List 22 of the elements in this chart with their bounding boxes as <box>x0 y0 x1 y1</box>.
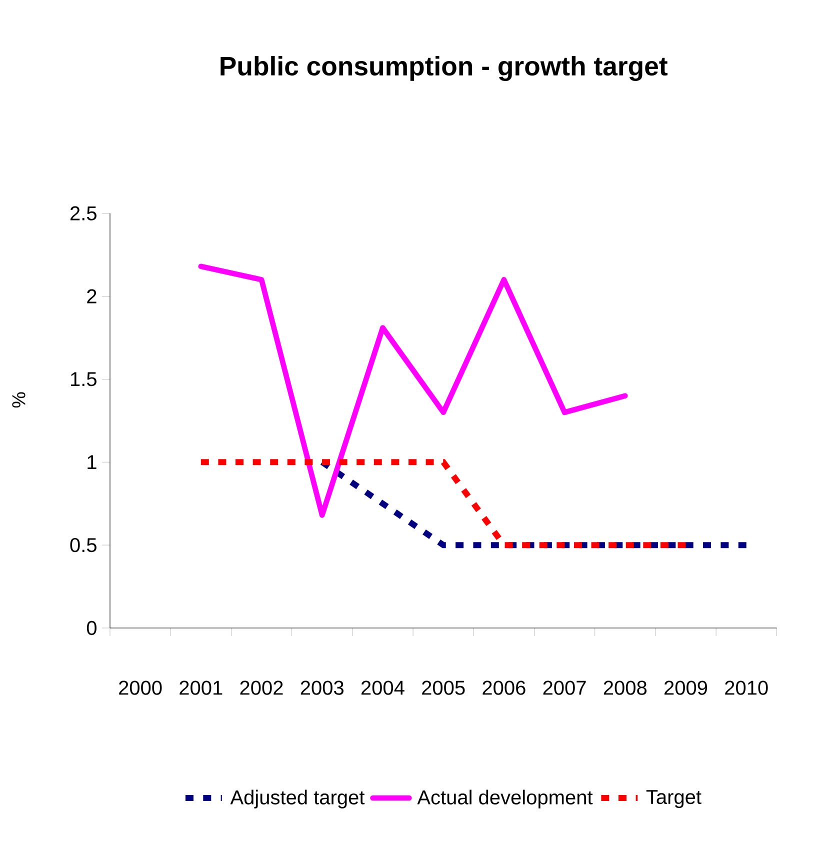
x-tick-label: 2000 <box>119 680 162 695</box>
legend-label: Actual development <box>417 790 593 808</box>
y-tick-label: 1.5 <box>71 372 96 386</box>
y-tick-label: 0 <box>86 620 96 636</box>
legend-label: Target <box>646 790 702 808</box>
y-tick-label: 2.5 <box>70 206 96 220</box>
legend-label: Adjusted target <box>230 790 365 808</box>
x-tick-label: 2010 <box>725 680 768 695</box>
y-tick-label: 0.5 <box>70 538 96 552</box>
x-tick-label: 2004 <box>361 680 404 695</box>
x-tick-label: 2002 <box>240 680 283 695</box>
y-tick-label: 1 <box>88 455 96 470</box>
x-tick-label: 2006 <box>482 680 526 695</box>
x-tick-label: 2001 <box>180 680 222 695</box>
x-tick-label: 2003 <box>300 680 344 695</box>
x-tick-label: 2008 <box>604 680 647 695</box>
x-tick-label: 2007 <box>543 680 586 695</box>
chart-title: Public consumption - growth target <box>220 56 668 81</box>
y-tick-label: 2 <box>87 289 96 304</box>
x-tick-label: 2009 <box>664 680 708 695</box>
y-axis-title: % <box>12 392 26 408</box>
x-tick-label: 2005 <box>422 680 465 695</box>
